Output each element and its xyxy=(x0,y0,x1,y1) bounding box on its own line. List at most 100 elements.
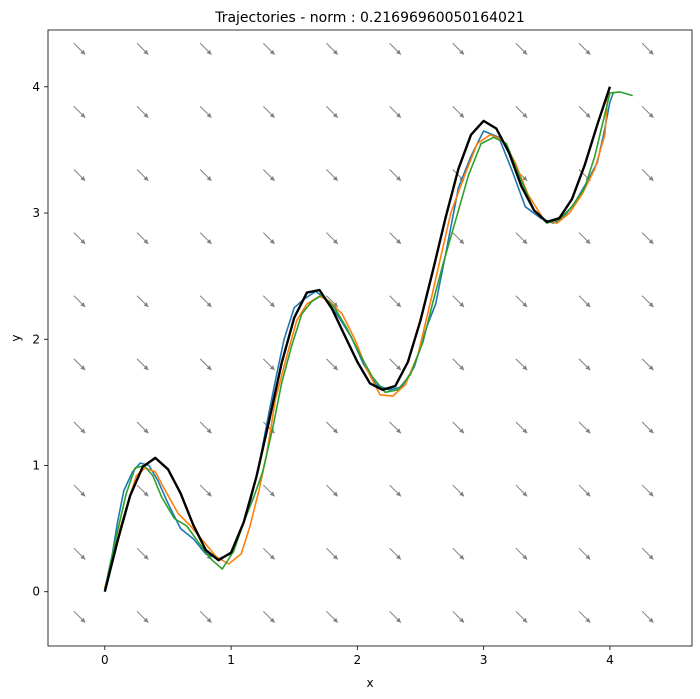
quiver-arrow-8-9 xyxy=(578,42,591,55)
quiver-arrow-3-2 xyxy=(262,484,275,497)
quiver-arrow-1-6 xyxy=(136,232,149,245)
quiver-arrow-4-7 xyxy=(326,169,339,182)
quiver-arrow-2-5 xyxy=(199,295,212,308)
quiver-arrow-3-4 xyxy=(262,358,275,371)
quiver-arrow-6-4 xyxy=(452,358,465,371)
quiver-arrow-2-2 xyxy=(199,484,212,497)
quiver-arrow-3-7 xyxy=(262,169,275,182)
y-tick-label: 0 xyxy=(32,585,40,599)
quiver-arrow-3-9 xyxy=(262,42,275,55)
quiver-arrow-6-3 xyxy=(452,421,465,434)
quiver-arrow-8-0 xyxy=(578,610,591,623)
quiver-arrow-1-0 xyxy=(136,610,149,623)
quiver-arrow-7-4 xyxy=(515,358,528,371)
quiver-arrow-0-1 xyxy=(73,547,86,560)
quiver-arrow-5-2 xyxy=(389,484,402,497)
quiver-arrow-1-4 xyxy=(136,358,149,371)
quiver-arrow-6-1 xyxy=(452,547,465,560)
quiver-arrow-4-9 xyxy=(326,42,339,55)
quiver-arrow-9-3 xyxy=(641,421,654,434)
quiver-arrow-0-7 xyxy=(73,169,86,182)
quiver-arrow-8-2 xyxy=(578,484,591,497)
quiver-arrow-7-0 xyxy=(515,610,528,623)
x-axis-label: x xyxy=(366,676,373,690)
quiver-arrow-0-6 xyxy=(73,232,86,245)
quiver-arrow-6-9 xyxy=(452,42,465,55)
y-axis-label: y xyxy=(9,334,23,341)
quiver-arrow-2-6 xyxy=(199,232,212,245)
quiver-arrow-0-0 xyxy=(73,610,86,623)
quiver-arrow-4-2 xyxy=(326,484,339,497)
quiver-arrow-5-4 xyxy=(389,358,402,371)
quiver-arrow-6-6 xyxy=(452,232,465,245)
x-tick-label: 2 xyxy=(354,653,362,667)
quiver-arrow-6-8 xyxy=(452,106,465,119)
quiver-arrow-2-8 xyxy=(199,106,212,119)
quiver-arrow-3-5 xyxy=(262,295,275,308)
quiver-arrow-4-1 xyxy=(326,547,339,560)
x-axis-ticks: 0 1 2 3 4 xyxy=(101,646,614,667)
quiver-arrow-3-1 xyxy=(262,547,275,560)
quiver-arrow-7-3 xyxy=(515,421,528,434)
y-axis-ticks: 0 1 2 3 4 xyxy=(32,80,48,599)
quiver-arrow-0-4 xyxy=(73,358,86,371)
quiver-arrow-8-3 xyxy=(578,421,591,434)
quiver-arrow-7-5 xyxy=(515,295,528,308)
quiver-arrow-5-1 xyxy=(389,547,402,560)
trajectory-series xyxy=(104,86,633,591)
quiver-arrow-5-5 xyxy=(389,295,402,308)
quiver-arrow-4-3 xyxy=(326,421,339,434)
trajectory-line-1 xyxy=(104,91,615,590)
quiver-arrow-9-4 xyxy=(641,358,654,371)
quiver-arrow-2-3 xyxy=(199,421,212,434)
quiver-arrow-2-0 xyxy=(199,610,212,623)
quiver-arrow-7-1 xyxy=(515,547,528,560)
quiver-arrow-9-7 xyxy=(641,169,654,182)
quiver-arrow-9-9 xyxy=(641,42,654,55)
trajectory-line-3 xyxy=(104,91,633,591)
plot-frame xyxy=(47,29,693,647)
quiver-arrow-6-2 xyxy=(452,484,465,497)
quiver-arrow-9-2 xyxy=(641,484,654,497)
quiver-arrow-0-9 xyxy=(73,42,86,55)
quiver-arrow-5-9 xyxy=(389,42,402,55)
quiver-arrow-5-0 xyxy=(389,610,402,623)
quiver-arrow-4-0 xyxy=(326,610,339,623)
reference-curve xyxy=(103,86,612,592)
quiver-arrow-0-3 xyxy=(73,421,86,434)
quiver-arrow-1-8 xyxy=(136,106,149,119)
quiver-arrow-4-8 xyxy=(326,106,339,119)
quiver-arrow-2-9 xyxy=(199,42,212,55)
quiver-arrow-0-8 xyxy=(73,106,86,119)
quiver-arrow-4-4 xyxy=(326,358,339,371)
x-tick-label: 1 xyxy=(227,653,235,667)
quiver-arrow-5-8 xyxy=(389,106,402,119)
quiver-arrow-9-1 xyxy=(641,547,654,560)
quiver-arrow-8-6 xyxy=(578,232,591,245)
quiver-arrow-1-9 xyxy=(136,42,149,55)
chart-title: Trajectories - norm : 0.2169696005016402… xyxy=(214,10,525,26)
quiver-arrow-1-3 xyxy=(136,421,149,434)
quiver-arrow-1-1 xyxy=(136,547,149,560)
quiver-arrow-8-5 xyxy=(578,295,591,308)
quiver-arrow-8-1 xyxy=(578,547,591,560)
x-tick-label: 3 xyxy=(480,653,488,667)
y-tick-label: 1 xyxy=(32,458,40,472)
quiver-arrow-2-4 xyxy=(199,358,212,371)
quiver-arrow-1-2 xyxy=(136,484,149,497)
y-tick-label: 2 xyxy=(32,332,40,346)
y-tick-label: 4 xyxy=(32,80,40,94)
quiver-arrow-6-5 xyxy=(452,295,465,308)
quiver-arrow-9-5 xyxy=(641,295,654,308)
reference-line xyxy=(103,86,612,592)
x-tick-label: 4 xyxy=(606,653,614,667)
quiver-arrow-5-6 xyxy=(389,232,402,245)
quiver-arrow-0-2 xyxy=(73,484,86,497)
y-tick-label: 3 xyxy=(32,206,40,220)
quiver-arrow-7-2 xyxy=(515,484,528,497)
quiver-arrow-0-5 xyxy=(73,295,86,308)
quiver-arrow-9-6 xyxy=(641,232,654,245)
quiver-arrow-7-6 xyxy=(515,232,528,245)
quiver-arrow-3-6 xyxy=(262,232,275,245)
